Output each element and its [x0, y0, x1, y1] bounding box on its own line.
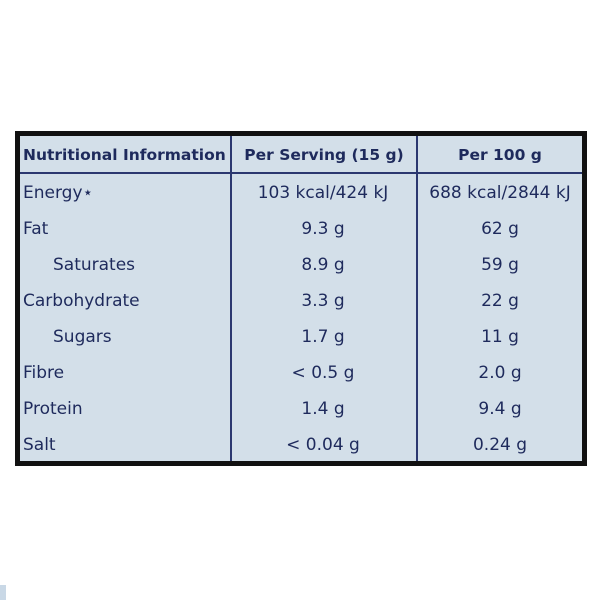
nutrition-table: Nutritional Information Per Serving (15 … — [20, 136, 582, 461]
nutrition-label: Nutritional Information Per Serving (15 … — [15, 131, 587, 466]
nutrient-name: Energy⋆ — [23, 183, 94, 203]
nutrient-name: Fat — [23, 219, 49, 239]
per-100g-value: 2.0 g — [478, 363, 522, 383]
table-row: Salt < 0.04 g 0.24 g — [20, 427, 582, 463]
nutrient-name: Sugars — [53, 327, 112, 347]
table-row: Saturates 8.9 g 59 g — [20, 247, 582, 283]
per-100g-value: 59 g — [481, 255, 519, 275]
nutrient-name: Protein — [23, 399, 83, 419]
per-100g-value: 0.24 g — [472, 435, 528, 455]
per-100g-value: 11 g — [481, 327, 519, 347]
per-serving-value: < 0.04 g — [286, 435, 360, 455]
per-serving-value: < 0.5 g — [291, 363, 355, 383]
per-serving-value: 8.9 g — [301, 255, 345, 275]
per-serving-value: 103 kcal/424 kJ — [257, 183, 389, 203]
table-row: Carbohydrate 3.3 g 22 g — [20, 283, 582, 319]
header-nutritional-information: Nutritional Information — [23, 146, 226, 164]
header-per-100g: Per 100 g — [458, 146, 542, 164]
per-serving-value: 9.3 g — [301, 219, 345, 239]
nutrient-name: Carbohydrate — [23, 291, 140, 311]
per-serving-value: 1.7 g — [301, 327, 345, 347]
nutrient-name: Fibre — [23, 363, 65, 383]
per-serving-value: 1.4 g — [301, 399, 345, 419]
background-fragment — [0, 585, 6, 600]
table-row: Energy⋆ 103 kcal/424 kJ 688 kcal/2844 kJ — [20, 175, 582, 211]
nutrient-name: Saturates — [53, 255, 136, 275]
per-100g-value: 688 kcal/2844 kJ — [429, 183, 571, 203]
per-100g-value: 22 g — [481, 291, 519, 311]
per-100g-value: 9.4 g — [478, 399, 522, 419]
table-row: Fat 9.3 g 62 g — [20, 211, 582, 247]
per-serving-value: 3.3 g — [301, 291, 345, 311]
table-row: Fibre < 0.5 g 2.0 g — [20, 355, 582, 391]
table-row: Protein 1.4 g 9.4 g — [20, 391, 582, 427]
table-row: Sugars 1.7 g 11 g — [20, 319, 582, 355]
column-divider — [230, 136, 232, 461]
header-per-serving: Per Serving (15 g) — [244, 146, 404, 164]
header-divider — [20, 172, 582, 174]
column-divider — [416, 136, 418, 461]
per-100g-value: 62 g — [481, 219, 519, 239]
nutrient-name: Salt — [23, 435, 56, 455]
